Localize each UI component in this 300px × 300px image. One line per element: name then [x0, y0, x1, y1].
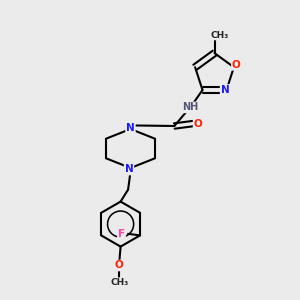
Text: N: N: [220, 85, 230, 95]
Text: CH₃: CH₃: [111, 278, 129, 287]
Text: O: O: [115, 260, 124, 271]
Text: N: N: [126, 123, 135, 134]
Text: NH: NH: [182, 102, 198, 112]
Text: O: O: [232, 60, 241, 70]
Text: N: N: [124, 164, 134, 175]
Text: F: F: [118, 229, 125, 239]
Text: CH₃: CH₃: [211, 31, 229, 40]
Text: O: O: [194, 118, 202, 129]
